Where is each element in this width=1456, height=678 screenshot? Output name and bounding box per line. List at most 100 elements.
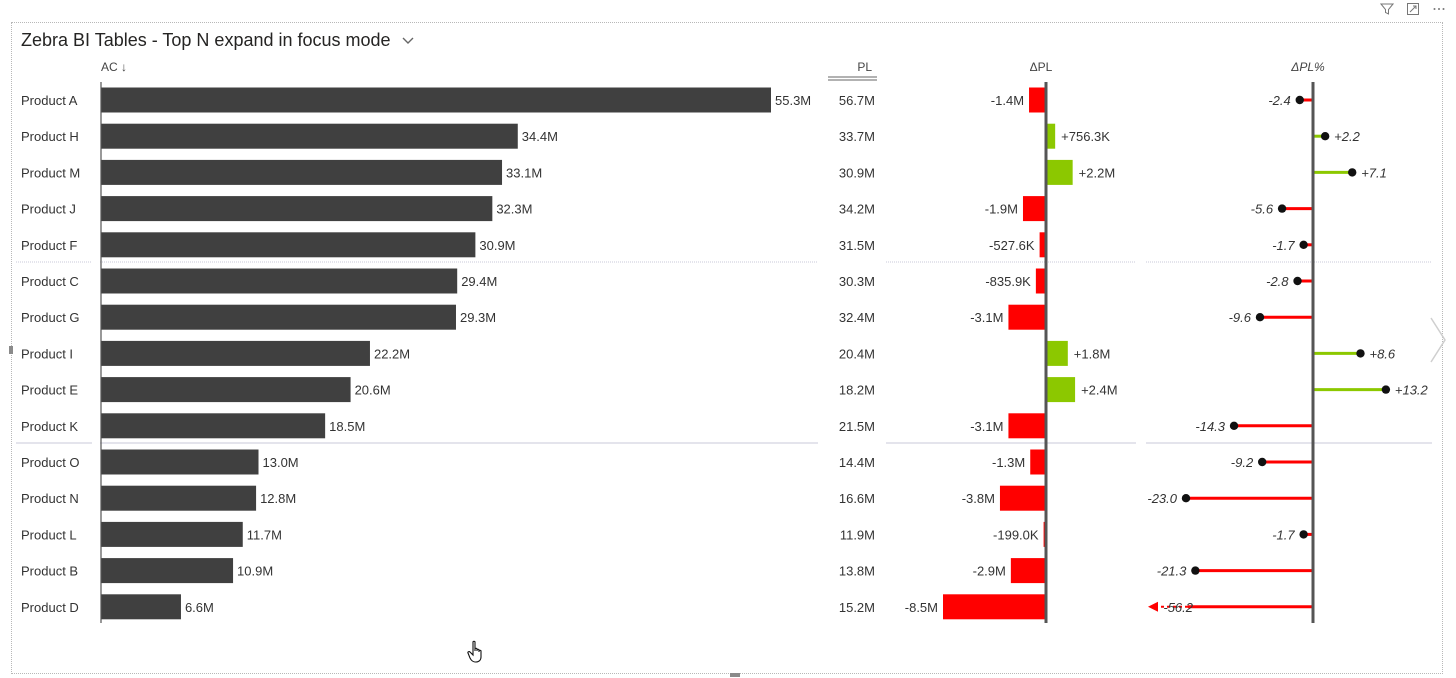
delta-pct-label: +2.2 xyxy=(1334,129,1360,144)
ac-bar xyxy=(101,123,518,149)
row-label: Product C xyxy=(21,274,79,289)
delta-pl-bar-negative xyxy=(999,485,1046,511)
ac-value-label: 20.6M xyxy=(355,383,391,398)
delta-pct-label: -21.3 xyxy=(1157,564,1187,579)
row-label: Product O xyxy=(21,455,80,470)
pl-value: 56.7M xyxy=(839,93,875,108)
ac-bar xyxy=(101,268,458,294)
header-delta-pl: ΔPL xyxy=(1030,60,1053,74)
ac-value-label: 55.3M xyxy=(775,93,811,108)
delta-pct-pin-dot xyxy=(1320,132,1330,141)
pl-value: 21.5M xyxy=(839,419,875,434)
pl-value: 32.4M xyxy=(839,310,875,325)
delta-pl-bar-negative xyxy=(943,594,1046,620)
ac-value-label: 11.7M xyxy=(247,527,282,542)
chevron-down-icon[interactable] xyxy=(400,35,416,47)
delta-pct-pin-dot xyxy=(1277,204,1287,213)
pl-value: 33.7M xyxy=(839,129,875,144)
delta-pl-label: -3.1M xyxy=(970,310,1003,325)
pl-value: 11.9M xyxy=(840,527,875,542)
ac-bar xyxy=(101,340,370,366)
row-label: Product H xyxy=(21,129,79,144)
delta-pct-pin-dot xyxy=(1293,276,1302,286)
delta-pl-bar-positive xyxy=(1046,159,1073,185)
resize-handle-left[interactable] xyxy=(9,346,13,354)
pl-value: 34.2M xyxy=(839,202,875,217)
ac-value-label: 18.5M xyxy=(329,419,365,434)
pl-value: 16.6M xyxy=(839,491,875,506)
pl-value: 20.4M xyxy=(839,346,875,361)
ac-value-label: 29.4M xyxy=(461,274,497,289)
resize-handle-bottom[interactable] xyxy=(730,673,740,677)
delta-pct-pin-dot xyxy=(1181,494,1191,503)
delta-pct-pin-dot xyxy=(1258,457,1267,467)
delta-pl-bar-positive xyxy=(1046,377,1076,403)
pl-value: 15.2M xyxy=(839,600,875,615)
delta-pct-pin-dot xyxy=(1356,349,1365,358)
delta-pl-label: -835.9K xyxy=(985,274,1031,289)
focus-mode-icon[interactable] xyxy=(1406,2,1420,16)
delta-pl-bar-positive xyxy=(1046,340,1068,366)
row-label: Product J xyxy=(21,202,76,217)
delta-pct-label: -2.8 xyxy=(1266,274,1289,289)
ac-bar xyxy=(101,304,456,330)
row-label: Product D xyxy=(21,600,79,615)
delta-pct-label: -5.6 xyxy=(1251,202,1274,217)
delta-pct-label: -56.2 xyxy=(1163,600,1193,615)
ac-bar xyxy=(101,196,493,222)
delta-pct-pin-dot xyxy=(1229,421,1239,430)
delta-pl-bar-negative xyxy=(1030,449,1046,475)
ac-value-label: 6.6M xyxy=(185,600,214,615)
delta-pl-label: -1.3M xyxy=(992,455,1025,470)
delta-pct-pin-dot xyxy=(1299,240,1308,249)
delta-pl-bar-negative xyxy=(1029,87,1046,113)
pl-value: 30.3M xyxy=(839,274,875,289)
ac-value-label: 29.3M xyxy=(460,310,496,325)
ac-bar xyxy=(101,87,771,113)
delta-pl-label: +1.8M xyxy=(1074,346,1111,361)
delta-pct-label: -9.2 xyxy=(1231,455,1254,470)
pl-value: 14.4M xyxy=(839,455,875,470)
row-label: Product F xyxy=(21,238,77,253)
ac-bar xyxy=(101,521,243,547)
delta-pct-label: -23.0 xyxy=(1147,491,1177,506)
ac-value-label: 10.9M xyxy=(237,564,273,579)
ac-bar xyxy=(101,413,326,439)
delta-pl-label: -1.9M xyxy=(985,202,1018,217)
ac-value-label: 12.8M xyxy=(260,491,296,506)
delta-pl-label: -8.5M xyxy=(905,600,938,615)
ac-value-label: 34.4M xyxy=(522,129,558,144)
hand-cursor-icon xyxy=(467,640,482,663)
more-options-icon[interactable] xyxy=(1432,2,1446,16)
filter-icon[interactable] xyxy=(1380,2,1394,16)
delta-pl-label: -199.0K xyxy=(993,527,1039,542)
delta-pct-pin-dot xyxy=(1299,530,1308,539)
ac-bar xyxy=(101,159,503,185)
delta-pl-bar-negative xyxy=(1010,558,1046,584)
pl-value: 13.8M xyxy=(839,564,875,579)
row-label: Product G xyxy=(21,310,80,325)
delta-pl-label: -1.4M xyxy=(991,93,1024,108)
header-pl: PL xyxy=(857,60,872,74)
delta-pct-label: -14.3 xyxy=(1195,419,1225,434)
pl-value: 18.2M xyxy=(839,383,875,398)
next-page-icon[interactable] xyxy=(1428,315,1450,365)
row-label: Product N xyxy=(21,491,79,506)
delta-pct-outlier-arrow xyxy=(1148,601,1158,612)
delta-pl-bar-positive xyxy=(1046,123,1056,149)
visual-title: Zebra BI Tables - Top N expand in focus … xyxy=(21,30,391,50)
header-delta-pl-pct: ΔPL% xyxy=(1290,60,1325,74)
delta-pct-pin-dot xyxy=(1348,168,1357,177)
delta-pl-label: +2.2M xyxy=(1079,165,1116,180)
delta-pct-label: -9.6 xyxy=(1229,310,1252,325)
delta-pl-bar-negative xyxy=(1008,304,1046,330)
delta-pct-pin-dot xyxy=(1255,313,1265,322)
delta-pct-pin-dot xyxy=(1191,566,1200,575)
delta-pl-label: -2.9M xyxy=(973,564,1006,579)
ac-value-label: 33.1M xyxy=(506,165,542,180)
delta-pct-label: -1.7 xyxy=(1272,238,1295,253)
ac-bar xyxy=(101,558,234,584)
delta-pl-bar-negative xyxy=(1039,232,1046,258)
row-label: Product K xyxy=(21,419,78,434)
